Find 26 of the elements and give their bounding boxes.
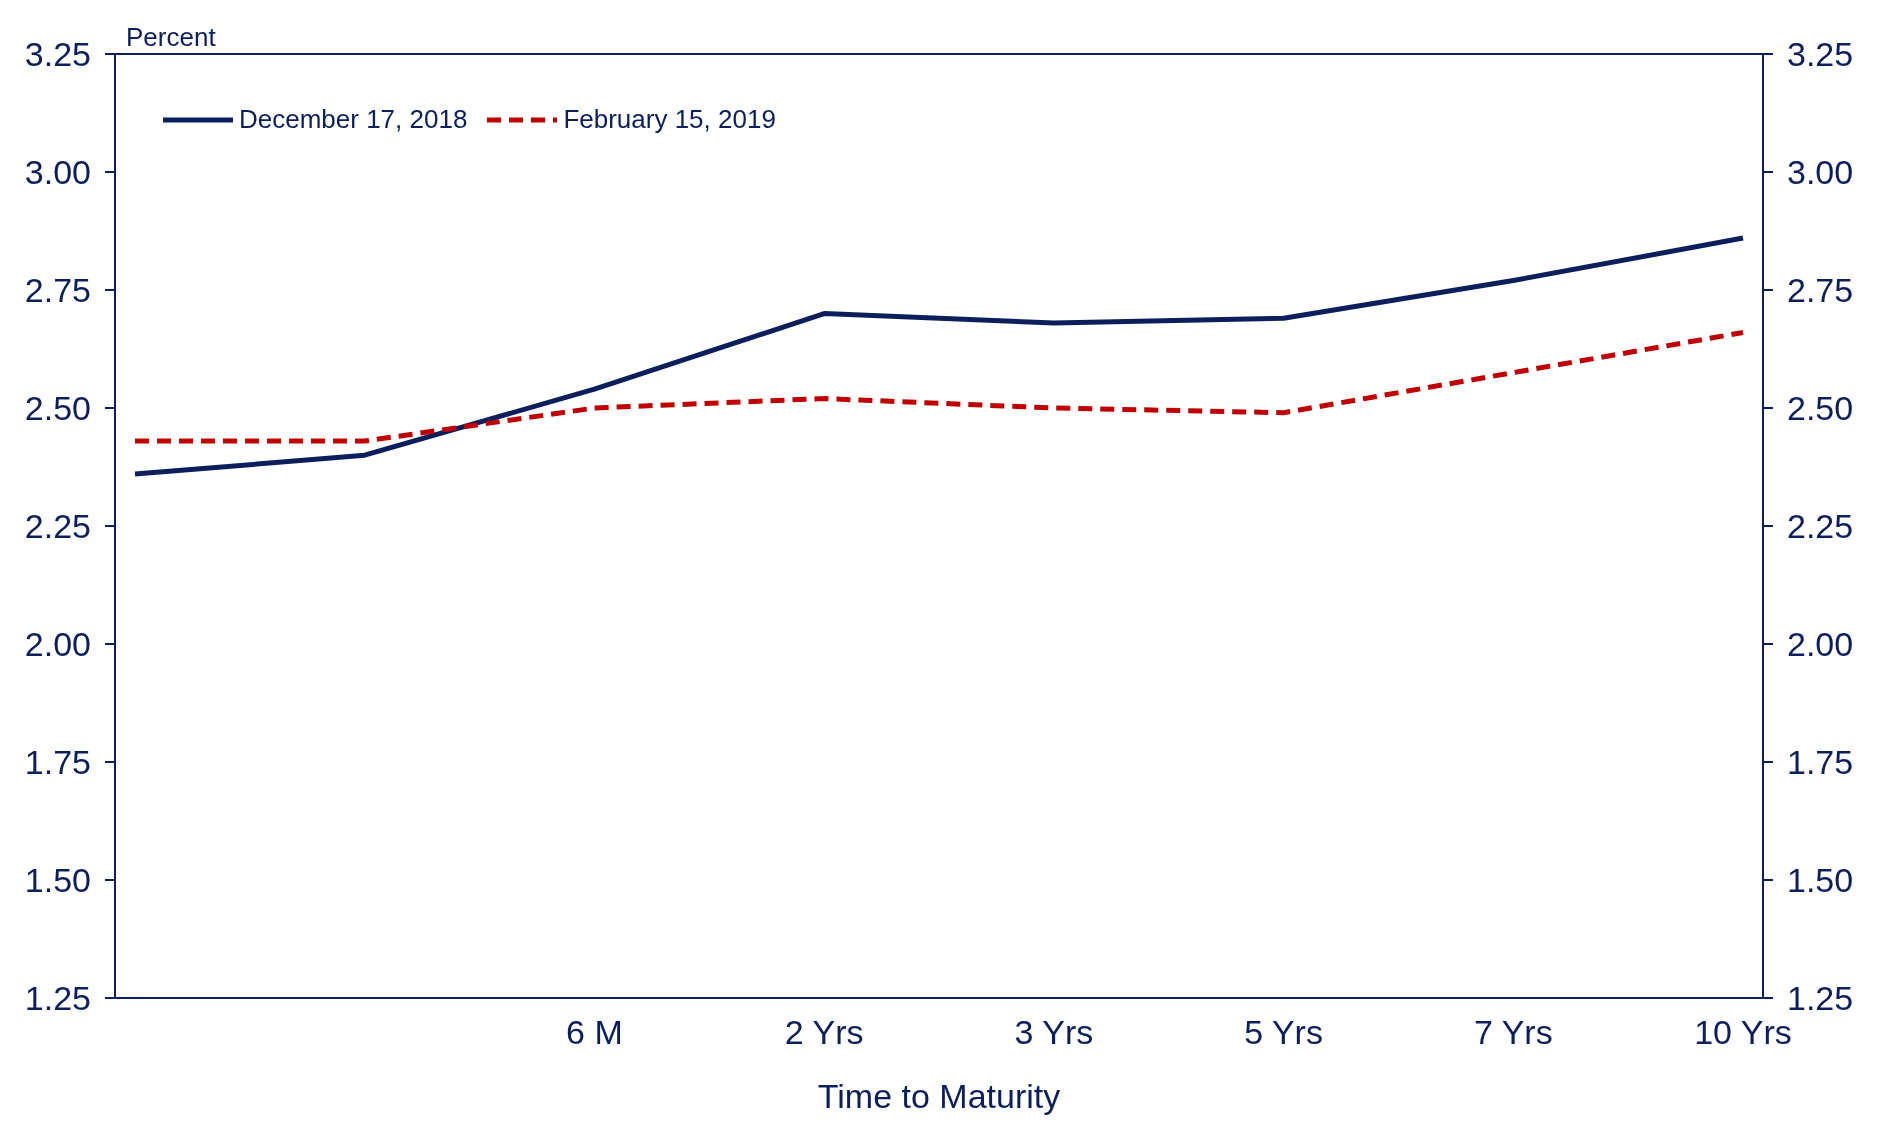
x-tick-label: 5 Yrs bbox=[1244, 1013, 1323, 1052]
legend-label: February 15, 2019 bbox=[563, 104, 776, 135]
y-tick-label: 1.25 bbox=[24, 979, 91, 1018]
x-axis-title: Time to Maturity bbox=[817, 1077, 1061, 1115]
x-tick-label: 2 Yrs bbox=[784, 1013, 864, 1052]
x-tick-label: 7 Yrs bbox=[1473, 1013, 1553, 1052]
y-tick-label: 3.25 bbox=[24, 35, 91, 74]
y-tick-label: 1.75 bbox=[24, 743, 91, 782]
y2-tick-label: 2.00 bbox=[1787, 625, 1854, 664]
y2-tick-label: 3.25 bbox=[1787, 35, 1854, 74]
y-axis-title: Percent bbox=[126, 22, 216, 53]
y-tick-label: 3.00 bbox=[24, 153, 91, 192]
y-tick-label: 2.75 bbox=[24, 271, 91, 310]
y-tick-label: 2.25 bbox=[24, 507, 91, 546]
y2-tick-label: 2.50 bbox=[1787, 389, 1854, 428]
y2-tick-label: 1.50 bbox=[1787, 861, 1854, 900]
y2-tick-label: 1.75 bbox=[1787, 743, 1854, 782]
x-tick-label: 6 M bbox=[566, 1013, 623, 1052]
y-tick-label: 2.00 bbox=[24, 625, 91, 664]
legend-label: December 17, 2018 bbox=[239, 104, 468, 135]
y-tick-label: 1.50 bbox=[24, 861, 91, 900]
y-tick-label: 2.50 bbox=[24, 389, 91, 428]
y2-tick-label: 3.00 bbox=[1787, 153, 1854, 192]
y2-tick-label: 2.75 bbox=[1787, 271, 1854, 310]
x-tick-label: 3 Yrs bbox=[1014, 1013, 1094, 1052]
y2-tick-label: 2.25 bbox=[1787, 507, 1854, 546]
